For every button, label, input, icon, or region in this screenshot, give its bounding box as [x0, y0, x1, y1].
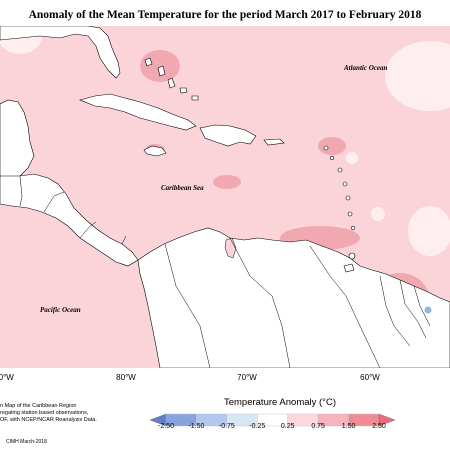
- map-title: Anomaly of the Mean Temperature for the …: [28, 9, 422, 21]
- map-svg: Atlantic Ocean Caribbean Sea Pacific Oce…: [0, 26, 450, 368]
- puerto-rico-land: [263, 138, 285, 146]
- copyright-note: CIMH March-2018: [6, 439, 47, 445]
- legend-tick-label: 2.50: [372, 423, 386, 430]
- trinidad-land: [343, 263, 355, 273]
- legend-tick-label: 0.25: [280, 423, 295, 430]
- legend-tick-label: -0.75: [218, 423, 235, 430]
- source-line: OF, with NCEP/NCAR Reanalysis Data.: [0, 416, 97, 423]
- legend-tick-label: 1.50: [341, 423, 356, 430]
- warm-anomaly-area: [140, 50, 180, 82]
- longitude-label-90w: 90°W: [0, 373, 14, 382]
- longitude-label-80w: 80°W: [116, 373, 136, 382]
- legend-tick-label: -0.25: [249, 423, 266, 430]
- cool-anomaly-point: [424, 306, 432, 314]
- longitude-label-70w: 70°W: [237, 373, 257, 382]
- jamaica-land: [143, 145, 167, 157]
- cuba-land: [79, 93, 197, 131]
- legend-tick-label: -2.50: [158, 423, 174, 430]
- color-legend-bar: [150, 413, 395, 427]
- legend-tick-label: 0.75: [311, 423, 325, 430]
- atlantic-ocean-label: Atlantic Ocean: [343, 64, 387, 72]
- source-note: n Map of the Caribbean Region regating s…: [0, 403, 120, 423]
- hispaniola-land: [199, 124, 257, 147]
- warm-anomaly-area: [213, 175, 241, 189]
- lesser-antilles: [323, 145, 356, 260]
- legend-title: Temperature Anomaly (°C): [223, 397, 337, 408]
- south-america-land: [137, 227, 450, 368]
- lake-maracaibo: [224, 237, 237, 259]
- source-line: regating station based observations,: [0, 409, 89, 416]
- map-area: Atlantic Ocean Caribbean Sea Pacific Oce…: [0, 26, 450, 368]
- legend-cell: [378, 413, 395, 427]
- bahamas-islands: [144, 57, 199, 101]
- cool-anomaly-area: [346, 152, 358, 164]
- country-borders: [19, 175, 431, 368]
- florida-land: [0, 26, 121, 79]
- legend-tick-label: -1.50: [188, 423, 205, 430]
- pacific-ocean-label: Pacific Ocean: [40, 306, 81, 314]
- cool-anomaly-area: [371, 207, 385, 221]
- caribbean-sea-label: Caribbean Sea: [161, 184, 204, 192]
- longitude-label-60w: 60°W: [360, 373, 380, 382]
- warm-anomaly-area: [318, 137, 346, 155]
- cool-anomaly-area: [408, 206, 450, 256]
- cool-anomaly-area: [385, 41, 450, 111]
- source-line: n Map of the Caribbean Region: [0, 403, 77, 409]
